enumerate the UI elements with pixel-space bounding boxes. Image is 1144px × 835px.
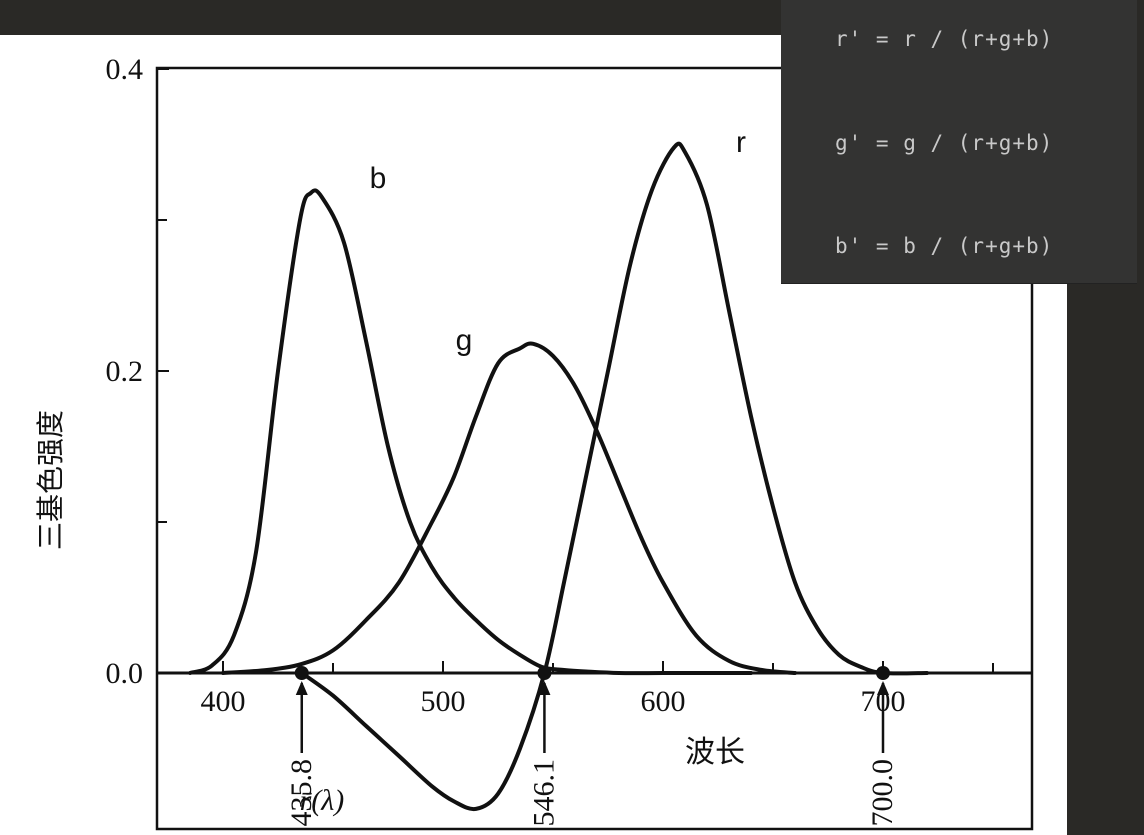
wavelength-annotation: 700.0 <box>866 759 899 827</box>
wavelength-arrow-head <box>538 681 551 695</box>
y-tick-label: 0.2 <box>106 355 144 388</box>
x-tick-label: 600 <box>641 685 686 718</box>
y-tick-label: 0.4 <box>106 53 144 86</box>
x-tick-label: 400 <box>201 685 246 718</box>
series-r-label: r <box>736 126 746 159</box>
formula-overlay: r' = r / (r+g+b) g' = g / (r+g+b) b' = b… <box>781 0 1137 284</box>
formula-r-normalized: r' = r / (r+g+b) <box>835 27 1054 51</box>
formula-g-normalized: g' = g / (r+g+b) <box>835 131 1054 155</box>
plot-frame <box>155 66 1034 831</box>
wavelength-arrow-head <box>877 681 889 695</box>
wavelength-arrow-head <box>295 681 308 695</box>
x-axis-label: 波长 <box>685 736 745 769</box>
primary-point-marker <box>294 666 309 680</box>
wavelength-annotation: 435.8 <box>285 759 318 827</box>
series-g-curve <box>221 341 797 675</box>
series-g-label: g <box>456 324 473 357</box>
x-tick-label: 500 <box>421 685 466 718</box>
r-lambda-label: r̄(λ) <box>300 784 345 817</box>
series-b-curve <box>188 188 753 676</box>
primary-point-marker <box>876 666 890 680</box>
wavelength-annotation: 546.1 <box>527 759 560 827</box>
series-b-label: b <box>370 162 387 195</box>
y-tick-label: 0.0 <box>106 657 144 690</box>
y-axis-label: 三基色强度 <box>35 410 66 550</box>
primary-point-marker <box>537 666 552 680</box>
formula-b-normalized: b' = b / (r+g+b) <box>835 234 1054 258</box>
series-r-curve <box>299 141 929 812</box>
